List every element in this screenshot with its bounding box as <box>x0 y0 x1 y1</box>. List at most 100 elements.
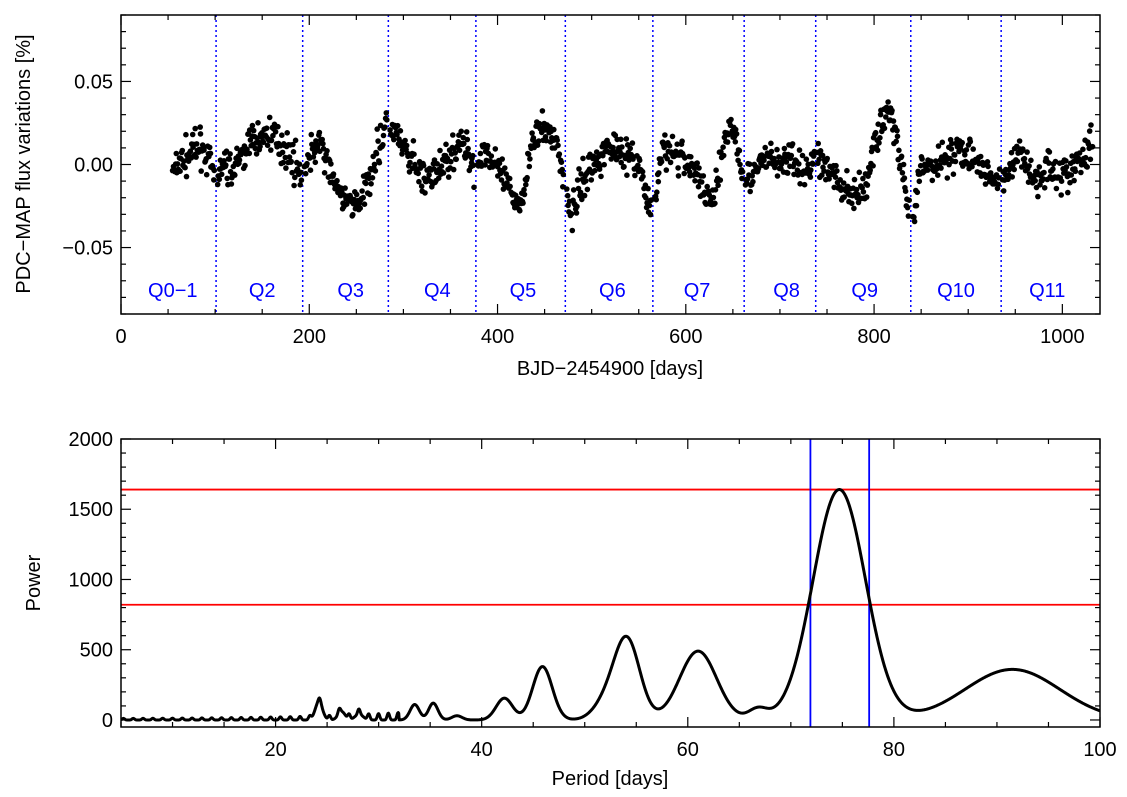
flux-point <box>320 140 326 147</box>
flux-point <box>704 183 710 190</box>
flux-point <box>951 152 958 158</box>
flux-point <box>568 211 575 217</box>
flux-point <box>601 161 607 168</box>
flux-point <box>867 167 873 173</box>
flux-point <box>559 166 565 173</box>
light-curve-plot-frame <box>120 14 1101 315</box>
flux-point <box>275 123 281 130</box>
flux-point <box>1088 122 1094 128</box>
flux-point <box>774 173 781 179</box>
flux-point <box>982 181 989 187</box>
flux-point <box>1005 176 1011 183</box>
flux-point <box>440 170 447 176</box>
flux-point <box>881 125 888 132</box>
flux-point <box>203 171 210 178</box>
y-tick-label: 2000 <box>69 429 114 451</box>
y-tick-label: 0.00 <box>74 155 113 177</box>
flux-point <box>570 187 577 193</box>
flux-point <box>985 163 991 170</box>
flux-point <box>905 213 912 219</box>
periodogram-plot-frame <box>120 438 1101 728</box>
periodogram-y-axis-label: Power <box>23 554 45 611</box>
flux-point <box>226 156 233 162</box>
flux-point <box>484 142 491 149</box>
flux-point <box>1025 179 1032 185</box>
flux-point <box>551 126 557 133</box>
flux-point <box>357 205 364 211</box>
flux-point <box>403 142 410 149</box>
flux-point <box>576 166 582 172</box>
flux-point <box>207 150 214 157</box>
flux-point <box>376 159 383 166</box>
flux-point <box>656 170 662 176</box>
x-tick-label: 200 <box>293 326 326 348</box>
flux-point <box>298 177 305 183</box>
flux-point <box>360 194 367 201</box>
flux-point <box>373 150 380 157</box>
flux-point <box>206 144 213 151</box>
flux-point <box>619 144 625 150</box>
flux-point <box>291 182 297 189</box>
flux-point <box>883 114 889 120</box>
flux-point <box>902 188 909 194</box>
flux-point <box>768 148 775 155</box>
flux-point <box>1058 178 1065 184</box>
flux-point <box>819 172 825 178</box>
flux-point <box>911 218 918 225</box>
flux-point <box>962 152 968 158</box>
flux-point <box>211 177 217 183</box>
flux-point <box>426 172 432 178</box>
flux-point <box>715 182 721 189</box>
flux-point <box>1071 177 1077 184</box>
flux-point <box>844 167 850 174</box>
flux-point <box>234 145 240 152</box>
flux-point <box>584 186 591 193</box>
flux-point <box>1011 166 1017 173</box>
flux-point <box>173 150 180 157</box>
y-tick-label: 500 <box>80 640 113 662</box>
flux-point <box>946 161 952 168</box>
flux-point <box>864 182 871 188</box>
flux-point <box>288 158 295 165</box>
flux-point <box>380 132 387 139</box>
flux-point <box>290 149 297 155</box>
flux-point <box>450 132 456 138</box>
flux-point <box>387 127 393 133</box>
flux-point <box>949 140 955 147</box>
flux-point <box>410 138 417 144</box>
y-tick-label: 1000 <box>69 569 114 591</box>
flux-point <box>445 174 452 180</box>
flux-point <box>201 147 207 153</box>
flux-point <box>257 143 263 150</box>
flux-point <box>720 144 726 150</box>
flux-point <box>853 186 860 193</box>
flux-point <box>728 116 734 123</box>
quarter-label: Q9 <box>851 280 878 302</box>
flux-point <box>952 158 959 165</box>
flux-point <box>520 200 526 206</box>
flux-point <box>316 129 323 136</box>
flux-point <box>876 140 882 146</box>
periodogram-series-line <box>120 488 1101 722</box>
flux-point <box>411 151 417 157</box>
flux-point <box>310 154 317 160</box>
flux-point <box>944 175 951 181</box>
flux-point <box>1014 158 1021 165</box>
x-tick-label: 600 <box>669 326 702 348</box>
flux-point <box>695 183 702 190</box>
flux-point <box>583 178 589 184</box>
flux-point <box>521 186 527 193</box>
flux-point <box>733 131 740 137</box>
flux-point <box>1020 146 1026 152</box>
flux-point <box>1028 157 1034 164</box>
flux-point <box>342 185 348 191</box>
flux-point <box>658 158 665 165</box>
flux-point <box>924 167 931 173</box>
flux-point <box>1016 138 1023 144</box>
flux-point <box>560 171 567 178</box>
flux-point <box>452 150 459 156</box>
flux-point <box>788 152 795 159</box>
flux-point <box>330 171 337 177</box>
flux-point <box>574 177 581 183</box>
flux-point <box>771 155 777 162</box>
